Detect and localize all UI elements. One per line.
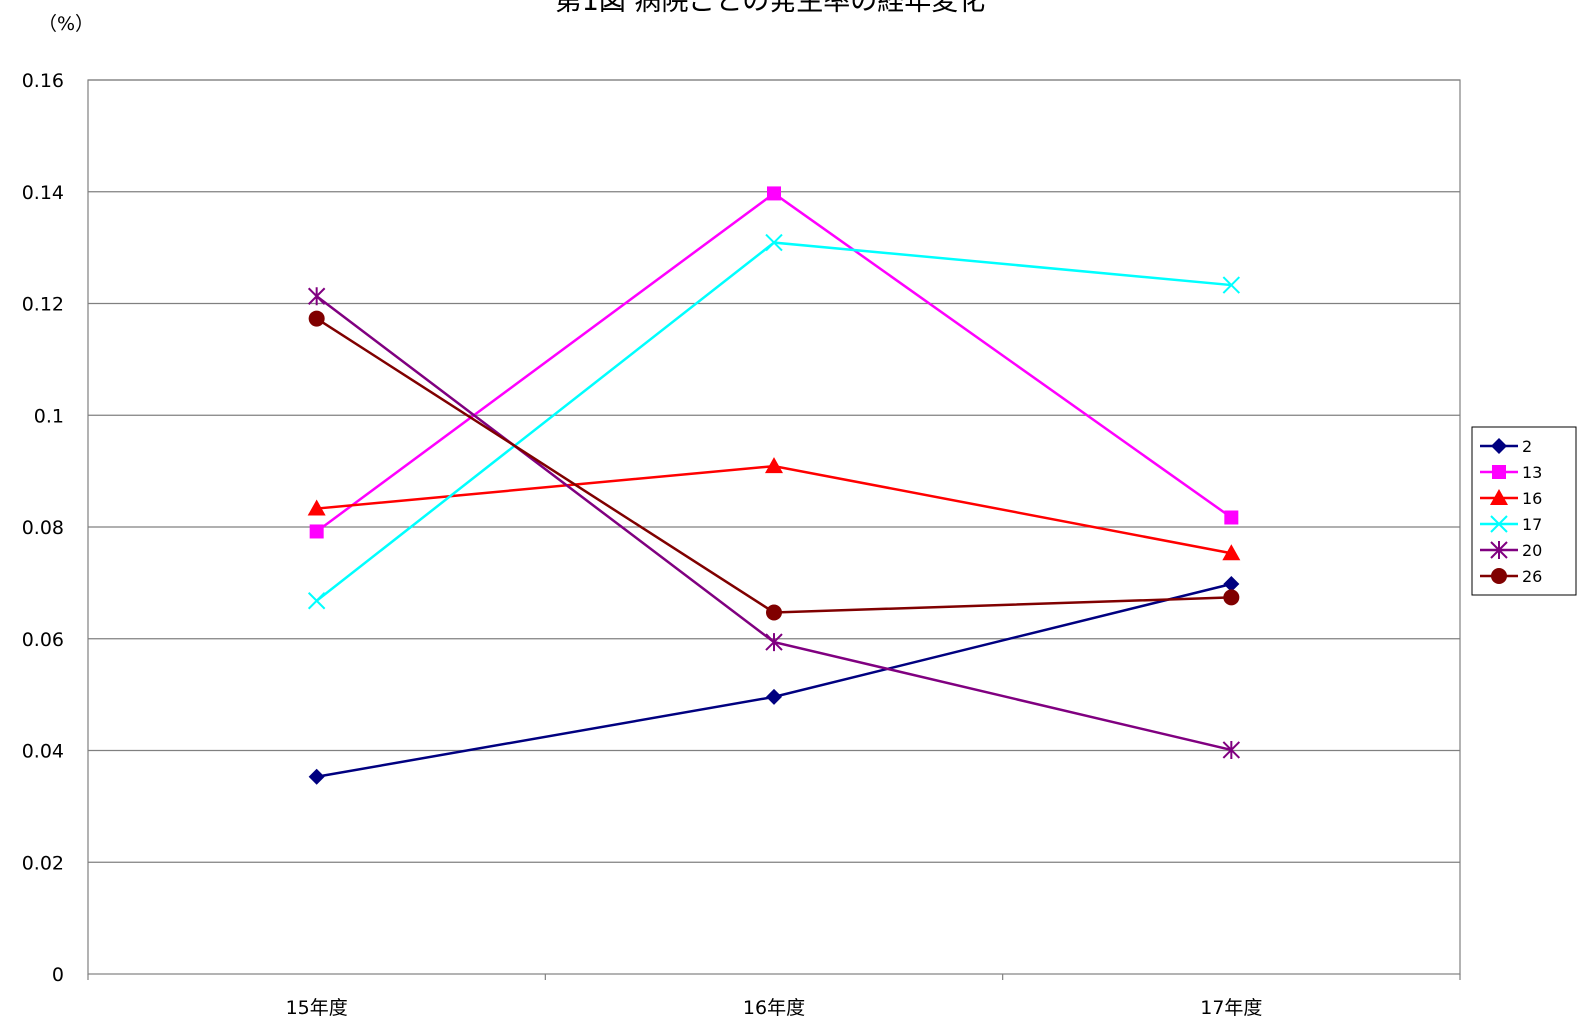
legend-box [1471,426,1577,596]
y-axis: 0 0.02 0.04 0.06 0.08 0.1 0.12 0.14 0.16 [22,70,64,986]
data-point [1223,575,1240,592]
legend-marker [1490,515,1508,533]
series-layer [307,186,1241,785]
x-tick-label: 17年度 [1200,997,1262,1019]
legend: 2 13 16 17 20 26 [1471,426,1577,596]
data-point [307,287,326,306]
data-point [1222,544,1241,561]
legend-entry: 13 [1480,463,1542,482]
data-point [1222,276,1241,294]
legend-marker [1490,541,1508,559]
series-16 [307,457,1241,561]
y-tick-label: 0 [52,964,64,986]
x-tick-label: 15年度 [286,997,348,1019]
y-axis-unit-label: （%） [38,13,94,35]
y-tick-label: 0.06 [22,629,64,651]
data-point [765,457,783,474]
series-2 [308,575,1240,785]
legend-entry: 16 [1480,489,1542,508]
data-point [1224,510,1239,525]
chart-title: 第1図 病院ごとの発生率の経年変化 [555,0,986,17]
legend-marker [1490,489,1508,505]
data-point [307,592,326,610]
data-point [765,233,783,252]
data-point [766,604,782,621]
y-tick-label: 0.16 [22,70,64,92]
legend-marker [1491,568,1507,584]
legend-entry: 2 [1480,437,1532,456]
data-point [1223,589,1240,606]
series-20 [307,287,1241,759]
series-26 [308,310,1240,621]
data-point [767,186,781,201]
legend-label: 26 [1522,567,1542,586]
legend-label: 16 [1522,489,1542,508]
data-point [309,524,324,539]
y-tick-label: 0.08 [22,517,64,539]
series-line [316,464,1232,555]
legend-entry: 26 [1480,567,1542,586]
data-point [308,310,325,327]
y-tick-label: 0.04 [22,741,64,763]
y-tick-label: 0.1 [34,405,64,427]
legend-label: 2 [1522,437,1532,456]
data-point [1222,740,1241,759]
series-17 [307,233,1241,610]
data-point [307,499,326,516]
x-axis: 15年度 16年度 17年度 [87,974,1461,1019]
x-tick-label: 16年度 [743,997,805,1019]
data-point [765,633,783,652]
plot-area [87,79,1461,975]
y-tick-label: 0.12 [22,294,64,316]
legend-entry: 20 [1480,541,1542,560]
legend-marker [1491,438,1507,454]
legend-entry: 17 [1480,515,1542,534]
series-13 [309,186,1239,539]
y-tick-label: 0.02 [22,852,64,874]
legend-label: 13 [1522,463,1542,482]
legend-marker [1492,465,1506,479]
data-point [766,688,782,705]
series-line [315,295,1232,752]
legend-label: 17 [1522,515,1542,534]
data-point [308,768,325,785]
y-tick-label: 0.14 [22,182,64,204]
legend-label: 20 [1522,541,1542,560]
